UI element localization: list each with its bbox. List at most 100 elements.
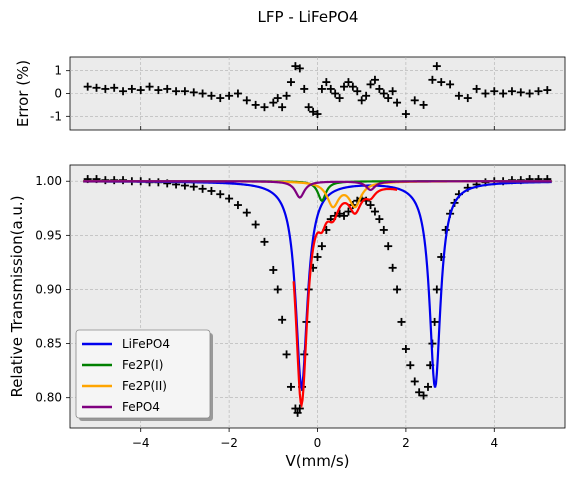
error-point [313, 110, 322, 119]
data-point [198, 184, 207, 193]
error-point [419, 100, 428, 109]
error-point [145, 82, 154, 91]
error-point [370, 75, 379, 84]
data-point [286, 382, 295, 391]
error-point [295, 64, 304, 73]
error-point [454, 91, 463, 100]
figure-title: LFP - LiFePO4 [258, 8, 359, 26]
error-point [375, 84, 384, 93]
data-point [401, 344, 410, 353]
error-point [331, 89, 340, 98]
error-x-ticks [140, 126, 495, 130]
error-point [353, 87, 362, 96]
error-point [198, 89, 207, 98]
error-point [388, 87, 397, 96]
data-point [260, 237, 269, 246]
x-tick-label: −4 [132, 436, 150, 450]
data-point [432, 285, 441, 294]
error-point [335, 94, 344, 103]
data-point [295, 404, 304, 413]
error-point [362, 91, 371, 100]
error-point [410, 96, 419, 105]
error-point [273, 94, 282, 103]
error-point [393, 98, 402, 107]
data-point [393, 285, 402, 294]
x-tick-label: 4 [490, 436, 498, 450]
data-point [189, 182, 198, 191]
data-point [366, 201, 375, 210]
error-y-tick-label: 0 [54, 87, 62, 101]
error-point [446, 80, 455, 89]
error-point [269, 98, 278, 107]
error-point [127, 84, 136, 93]
data-point [251, 220, 260, 229]
data-point [207, 186, 216, 195]
fit-lines [83, 180, 552, 409]
error-point [260, 103, 269, 112]
error-point [110, 83, 119, 92]
error-point [172, 87, 181, 96]
legend-box [75, 329, 211, 419]
error-point [207, 91, 216, 100]
x-tick-label: −2 [220, 436, 238, 450]
x-tick-label: 0 [314, 436, 322, 450]
error-point [309, 107, 318, 116]
error-point [304, 103, 313, 112]
error-point [432, 62, 441, 71]
data-point [317, 242, 326, 251]
data-point [388, 263, 397, 272]
error-point [291, 62, 300, 71]
error-point [344, 78, 353, 87]
legend-label: Fe2P(I) [122, 358, 163, 372]
error-point [163, 84, 172, 93]
error-point [300, 84, 309, 93]
error-point [242, 96, 251, 105]
error-point [507, 87, 516, 96]
error-point [189, 88, 198, 97]
error-point [357, 96, 366, 105]
data-point [375, 215, 384, 224]
transmission-x-ticks: −4 −2 0 2 4 [132, 428, 498, 450]
line-envelope [292, 187, 398, 409]
data-point [278, 315, 287, 324]
data-point [216, 190, 225, 199]
transmission-x-axis-label: V(mm/s) [285, 452, 349, 470]
error-point [428, 75, 437, 84]
data-point [406, 361, 415, 370]
data-point [282, 350, 291, 359]
y-tick-label: 0.80 [35, 391, 62, 405]
error-point [216, 94, 225, 103]
error-point [516, 88, 525, 97]
data-point [397, 317, 406, 326]
data-point [344, 207, 353, 216]
error-point [384, 94, 393, 103]
transmission-gridlines [70, 165, 565, 428]
error-point [317, 84, 326, 93]
error-point [136, 86, 145, 95]
error-panel: -1 0 1 Error (%) [14, 56, 566, 131]
error-data-points [83, 62, 552, 119]
error-point [225, 91, 234, 100]
transmission-y-ticks: 0.80 0.85 0.90 0.95 1.00 [35, 174, 70, 405]
error-point [83, 82, 92, 91]
error-point [278, 103, 287, 112]
error-point [251, 100, 260, 109]
error-point [92, 83, 101, 92]
error-point [180, 87, 189, 96]
legend-label: LiFePO4 [122, 337, 170, 351]
error-point [481, 89, 490, 98]
data-point [415, 388, 424, 397]
error-y-tick-label: -1 [50, 109, 62, 123]
data-point [293, 408, 302, 417]
data-point [269, 265, 278, 274]
error-y-tick-label: 1 [54, 64, 62, 78]
error-point [401, 110, 410, 119]
error-point [543, 86, 552, 95]
error-point [233, 89, 242, 98]
error-point [534, 87, 543, 96]
data-point [379, 225, 388, 234]
error-point [326, 84, 335, 93]
error-point [348, 82, 357, 91]
error-point [282, 91, 291, 100]
error-point [154, 86, 163, 95]
